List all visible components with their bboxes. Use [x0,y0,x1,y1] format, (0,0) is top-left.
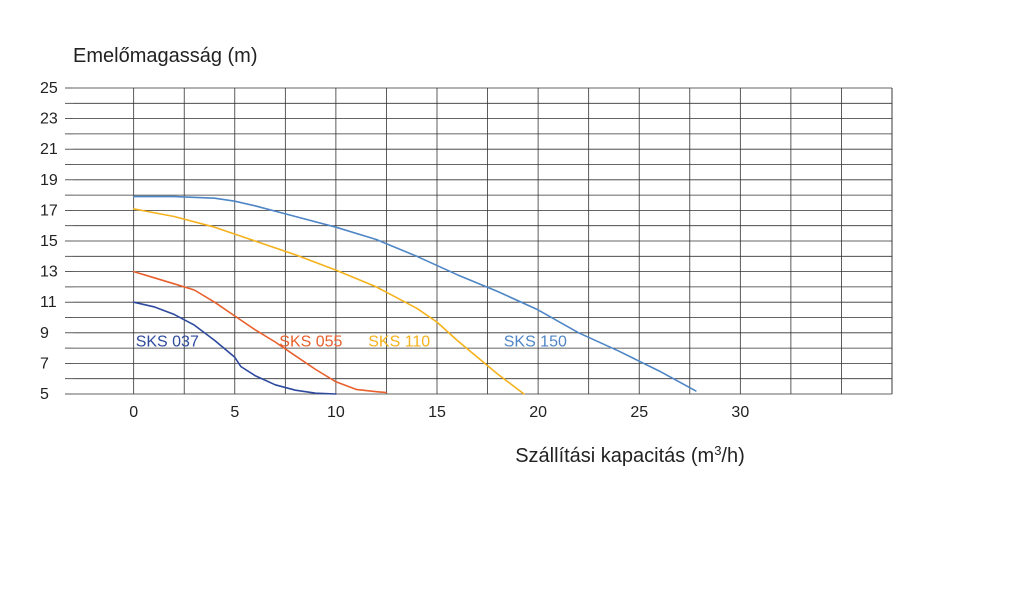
y-tick-label: 17 [40,202,58,219]
x-tick-label: 20 [529,404,547,421]
x-tick-label: 25 [630,404,648,421]
series-line-2 [132,270,388,394]
y-tick-label: 19 [40,172,58,189]
y-tick-label: 21 [40,141,58,158]
x-axis-ticks: 0 5 10 15 20 25 30 [129,404,749,421]
series-lines [132,195,697,395]
series-line-1 [132,301,337,395]
y-tick-label: 13 [40,264,58,281]
series-label-2: SKS 055 [279,333,342,350]
y-tick-label: 23 [40,111,58,128]
x-axis-title-suffix: /h) [721,445,744,467]
y-tick-label: 9 [40,325,49,342]
series-line-3 [132,208,525,395]
x-axis-title-sup: 3 [714,443,721,458]
y-tick-label: 7 [40,355,49,372]
y-axis-title: Emelőmagasság (m) [73,45,258,67]
y-tick-label: 15 [40,233,58,250]
series-labels: SKS 037 SKS 055 SKS 110 SKS 150 [136,333,567,350]
series-label-3: SKS 110 [368,333,430,350]
x-tick-label: 0 [129,404,138,421]
x-tick-label: 10 [327,404,345,421]
x-tick-label: 30 [731,404,749,421]
series-label-4: SKS 150 [504,333,567,350]
y-axis-ticks: 5 7 9 11 13 15 17 19 21 23 25 [40,80,58,403]
y-tick-label: 25 [40,80,58,97]
y-tick-label: 11 [40,294,57,311]
y-tick-label: 5 [40,386,49,403]
series-line-4 [132,195,697,392]
series-label-1: SKS 037 [136,333,199,350]
x-axis-title-prefix: Szállítási kapacitás (m [515,445,714,467]
x-tick-label: 15 [428,404,446,421]
x-axis-title: Szállítási kapacitás (m3/h) [515,443,745,467]
x-tick-label: 5 [230,404,239,421]
